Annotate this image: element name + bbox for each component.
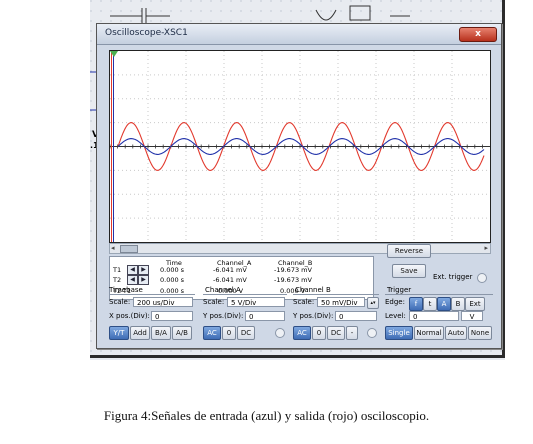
trigger-auto-button[interactable]: Auto [445,326,467,340]
trigger-edge-label: Edge: [385,298,405,306]
trigger-none-button[interactable]: None [468,326,492,340]
timebase-scale-label: Scale: [109,298,131,306]
t2-right-arrow-icon[interactable]: ▶ [138,275,149,285]
horizontal-scrollbar[interactable]: ◂ ▸ [109,243,491,254]
oscilloscope-screen [109,50,491,243]
window-titlebar[interactable]: Oscilloscope-XSC1 x [97,24,501,45]
channel-a-zero-button[interactable]: 0 [222,326,236,340]
channel-b-radio[interactable] [367,328,377,338]
channel-b-invert-button[interactable]: - [346,326,358,340]
cursor-marker-icon [110,51,118,57]
trigger-divider [385,294,493,295]
channel-a-ypos-field[interactable]: 0 [245,311,285,321]
channel-a-scale-field[interactable]: 5 V/Div [227,297,285,307]
close-button[interactable]: x [459,27,497,42]
timebase-group-label: Timebase [109,286,143,294]
input-trace [117,138,485,155]
measurement-table: Time Channel_A Channel_B T1 ◀ ▶ 0.000 s … [109,256,374,300]
trigger-source-b-button[interactable]: B [451,297,465,311]
timebase-xpos-label: X pos.(Div): [109,312,150,320]
scope-display [109,51,490,242]
t1-channel-b: -19.673 mV [274,266,312,274]
mode-add-button[interactable]: Add [130,326,150,340]
channel-b-scale-label: Scale: [293,298,315,306]
timebase-xpos-field[interactable]: 0 [151,311,193,321]
scroll-left-icon[interactable]: ◂ [111,244,115,252]
schematic-label-value: .1 [90,141,99,150]
channel-b-group-label: Channel B [295,286,331,294]
mode-yt-button[interactable]: Y/T [109,326,129,340]
t2-t1-channel-b: 0.000 V [280,287,306,295]
col-header-time: Time [166,259,182,267]
trigger-normal-button[interactable]: Normal [414,326,444,340]
col-header-channel-b: Channel_B [278,259,313,267]
trigger-level-label: Level: [385,312,406,320]
t2-t1-time: 0.000 s [160,287,185,295]
scroll-right-icon[interactable]: ▸ [484,244,488,252]
trigger-falling-edge-button[interactable]: t [423,297,437,311]
scroll-thumb[interactable] [120,245,138,253]
channel-b-zero-button[interactable]: 0 [312,326,326,340]
trigger-group-label: Trigger [387,286,412,294]
trigger-source-a-button[interactable]: A [437,297,451,311]
t1-right-arrow-icon[interactable]: ▶ [138,265,149,275]
channel-a-radio[interactable] [275,328,285,338]
figure-caption: Figura 4:Señales de entrada (azul) y sal… [103,408,430,423]
output-trace [117,122,485,171]
t2-channel-b: -19.673 mV [274,276,312,284]
channel-b-dc-button[interactable]: DC [327,326,345,340]
trigger-single-button[interactable]: Single [385,326,413,340]
oscilloscope-window: Oscilloscope-XSC1 x ◂ ▸ Time Channel_A C… [96,23,502,349]
channel-a-ac-button[interactable]: AC [203,326,221,340]
schematic-frame [90,0,505,358]
reverse-button[interactable]: Reverse [387,244,431,258]
ext-trigger-label: Ext. trigger [433,273,473,281]
trigger-rising-edge-button[interactable]: f [409,297,423,311]
channel-a-dc-button[interactable]: DC [237,326,255,340]
channel-a-ypos-label: Y pos.(Div): [203,312,244,320]
t2-time: 0.000 s [160,276,185,284]
save-button[interactable]: Save [392,264,426,278]
channel-b-ac-button[interactable]: AC [293,326,311,340]
row-label-t1: T1 [113,266,122,274]
timebase-divider [109,294,195,295]
ext-trigger-radio[interactable] [477,273,487,283]
timebase-scale-field[interactable]: 200 us/Div [133,297,193,307]
row-label-t2: T2 [113,276,122,284]
window-title: Oscilloscope-XSC1 [105,28,188,38]
channel-a-divider [203,294,287,295]
mode-ba-button[interactable]: B/A [151,326,171,340]
channel-b-ypos-label: Y pos.(Div): [293,312,334,320]
col-header-channel-a: Channel_A [217,259,252,267]
channel-b-ypos-field[interactable]: 0 [335,311,377,321]
schematic-label-v: V [92,130,99,140]
t2-t1-channel-a: 0.000 V [218,287,244,295]
t1-left-arrow-icon[interactable]: ◀ [127,265,138,275]
t1-channel-a: -6.041 mV [213,266,247,274]
t1-time: 0.000 s [160,266,185,274]
trigger-source-ext-button[interactable]: Ext [465,297,485,311]
channel-b-scale-spinner-icon[interactable]: ▴▾ [367,297,379,309]
t2-left-arrow-icon[interactable]: ◀ [127,275,138,285]
trigger-level-unit[interactable]: V [461,311,483,321]
t2-channel-a: -6.041 mV [213,276,247,284]
channel-a-scale-label: Scale: [203,298,225,306]
row-label-t2-t1: T2-T1 [113,287,131,295]
trigger-level-field[interactable]: 0 [409,311,459,321]
channel-b-divider [293,294,379,295]
channel-a-group-label: Channel A [205,286,241,294]
channel-b-scale-field[interactable]: 50 mV/Div [317,297,365,307]
mode-ab-button[interactable]: A/B [172,326,192,340]
